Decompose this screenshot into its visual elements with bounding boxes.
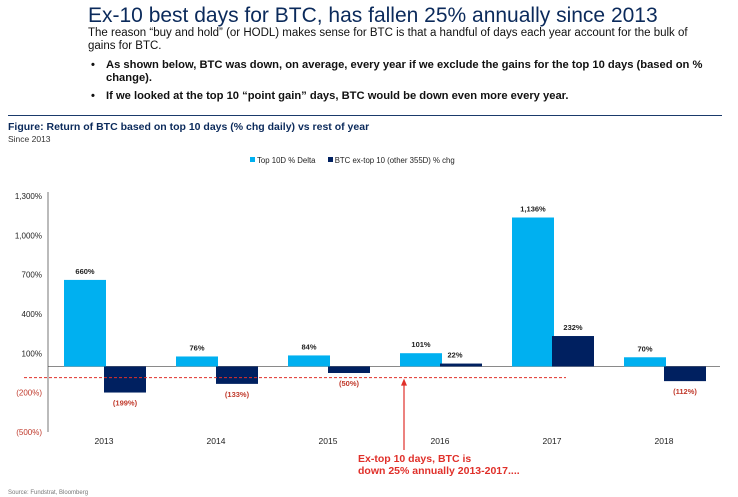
x-tick-label-2013: 2013	[95, 436, 114, 446]
bar-top10-2015	[288, 355, 330, 367]
legend-item-top10: Top 10D % Delta	[250, 156, 316, 165]
bar-ex-top10-2015	[328, 366, 370, 373]
x-tick-label-2014: 2014	[207, 436, 226, 446]
data-label-ex-top10-2017: 232%	[563, 323, 583, 332]
bar-ex-top10-2016	[440, 363, 482, 367]
data-label-top10-2017: 1,136%	[520, 205, 546, 214]
y-tick-label: (500%)	[16, 428, 42, 437]
bar-ex-top10-2014	[216, 366, 258, 384]
legend-label-ex-top10: BTC ex-top 10 (other 355D) % chg	[334, 156, 455, 165]
x-tick-label-2018: 2018	[655, 436, 674, 446]
bullet-item: If we looked at the top 10 “point gain” …	[90, 90, 710, 103]
data-label-ex-top10-2014: (133%)	[225, 390, 250, 399]
annotation-text-line: Ex-top 10 days, BTC is	[358, 453, 471, 465]
legend-item-ex-top10: BTC ex-top 10 (other 355D) % chg	[327, 156, 455, 165]
bar-top10-2014	[176, 356, 218, 367]
bar-top10-2016	[400, 353, 442, 367]
figure-subtitle: Since 2013	[8, 134, 51, 144]
data-label-top10-2015: 84%	[301, 342, 316, 351]
data-label-top10-2018: 70%	[637, 344, 652, 353]
y-tick-label: (200%)	[16, 389, 42, 398]
annotation-text-line: down 25% annually 2013-2017....	[358, 465, 520, 477]
data-label-ex-top10-2018: (112%)	[673, 387, 697, 396]
bar-top10-2018	[624, 357, 666, 367]
data-label-ex-top10-2015: (50%)	[339, 379, 360, 388]
bar-ex-top10-2017	[552, 336, 594, 367]
page-title: Ex-10 best days for BTC, has fallen 25% …	[88, 4, 658, 27]
legend-swatch-top10	[250, 157, 255, 162]
annotation-arrow-head	[401, 378, 407, 386]
bullet-item: As shown below, BTC was down, on average…	[90, 59, 710, 85]
y-tick-label: 700%	[22, 271, 42, 280]
data-label-top10-2013: 660%	[75, 267, 95, 276]
bullet-list: As shown below, BTC was down, on average…	[90, 59, 710, 108]
bar-top10-2013	[64, 279, 106, 367]
data-label-top10-2016: 101%	[411, 340, 431, 349]
legend-label-top10: Top 10D % Delta	[257, 156, 316, 165]
data-label-top10-2014: 76%	[189, 343, 204, 352]
bar-ex-top10-2013	[104, 366, 146, 393]
y-tick-label: 1,000%	[15, 231, 42, 240]
data-label-ex-top10-2013: (199%)	[113, 399, 138, 408]
x-tick-label-2016: 2016	[431, 436, 450, 446]
divider-rule	[8, 115, 722, 116]
bar-ex-top10-2018	[664, 366, 706, 382]
y-tick-label: 400%	[22, 310, 42, 319]
y-tick-label: 100%	[22, 349, 42, 358]
chart-legend: Top 10D % Delta BTC ex-top 10 (other 355…	[250, 156, 465, 165]
x-tick-label-2015: 2015	[319, 436, 338, 446]
legend-swatch-ex-top10	[327, 157, 333, 162]
intro-text: The reason “buy and hold” (or HODL) make…	[88, 27, 688, 52]
y-tick-label: 1,300%	[15, 192, 42, 201]
data-label-ex-top10-2016: 22%	[447, 351, 462, 360]
source-note: Source: Fundstrat, Bloomberg	[8, 490, 89, 496]
figure-title: Figure: Return of BTC based on top 10 da…	[8, 121, 370, 133]
bar-top10-2017	[512, 217, 554, 367]
x-tick-label-2017: 2017	[543, 436, 562, 446]
